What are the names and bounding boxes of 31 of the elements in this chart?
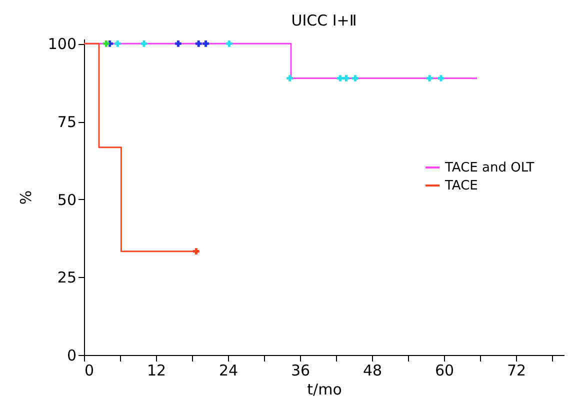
y-tick-label: 50: [57, 190, 76, 209]
y-tick-label: 100: [48, 35, 76, 54]
x-tick-label: 24: [218, 362, 238, 380]
point: [103, 40, 110, 47]
y-axis-title: %: [16, 190, 35, 205]
x-axis-title: t/mo: [307, 380, 342, 398]
y-tick-label: 75: [57, 113, 76, 131]
point: [193, 248, 200, 254]
point: [426, 75, 433, 82]
x-tick-label: 48: [362, 362, 382, 380]
x-tick-label: 0: [84, 362, 94, 380]
x-tick-label: 12: [146, 362, 166, 380]
y-tick-label: 0: [66, 346, 76, 364]
legend-label: TACE and OLT: [444, 160, 534, 176]
point: [343, 75, 350, 82]
point: [140, 40, 148, 47]
legend-label: TACE: [444, 178, 478, 194]
point: [337, 75, 344, 82]
y-tick-label: 25: [57, 268, 76, 287]
point: [226, 40, 232, 47]
point: [202, 40, 209, 47]
point: [286, 75, 293, 82]
point: [195, 40, 202, 47]
point: [438, 75, 444, 82]
point: [352, 75, 358, 82]
x-tick-label: 60: [434, 362, 454, 380]
x-tick-label: 36: [290, 362, 310, 380]
point: [114, 40, 121, 47]
point: [175, 40, 182, 47]
x-tick-label: 72: [506, 362, 526, 380]
chart-title: UICC Ⅰ+Ⅱ: [291, 12, 357, 30]
